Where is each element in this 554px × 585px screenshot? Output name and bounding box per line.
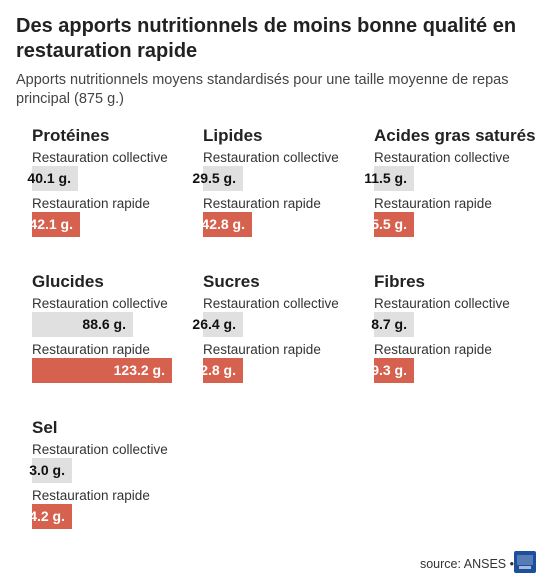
chart-panel: Glucides Restauration collective 88.6 g. Re…	[32, 272, 200, 392]
series-label: Restauration rapide	[203, 342, 321, 357]
bar-value-label: 40.1 g.	[27, 170, 71, 186]
series-label: Restauration collective	[32, 150, 168, 165]
series-label: Restauration rapide	[32, 488, 150, 503]
bar-value-label: 9.3 g.	[371, 362, 407, 378]
bar-value-label: 42.1 g.	[29, 216, 73, 232]
bar-collective: 8.7 g.	[371, 312, 414, 337]
bfm-logo-icon	[514, 551, 536, 573]
chart-panel: Protéines Restauration collective 40.1 g. R…	[27, 126, 200, 246]
series-label: Restauration collective	[32, 442, 168, 457]
bar-value-label: 26.4 g.	[192, 316, 236, 332]
panel-title: Glucides	[32, 272, 104, 291]
bar-rapide: 4.2 g.	[29, 504, 72, 529]
bar-rapide: 9.3 g.	[371, 358, 414, 383]
panel-title: Sucres	[203, 272, 260, 291]
bar-rapide: 15.5 g.	[363, 212, 414, 237]
bar-value-label: 29.5 g.	[192, 170, 236, 186]
bar-value-label: 15.5 g.	[363, 216, 407, 232]
series-label: Restauration rapide	[374, 342, 492, 357]
source-note: source: ANSES •	[419, 557, 514, 571]
bar-value-label: 123.2 g.	[113, 362, 165, 378]
bar-rapide: 42.1 g.	[29, 212, 80, 237]
chart-panel: Fibres Restauration collective 8.7 g. Resta…	[371, 272, 542, 392]
bar-collective: 40.1 g.	[27, 166, 78, 191]
bar-rapide: 123.2 g.	[32, 358, 172, 383]
bar-collective: 26.4 g.	[192, 312, 243, 337]
bar-collective: 3.0 g.	[29, 458, 72, 483]
chart-panel: Lipides Restauration collective 29.5 g. Res…	[192, 126, 371, 246]
series-label: Restauration collective	[374, 150, 510, 165]
bar-value-label: 8.7 g.	[371, 316, 407, 332]
series-label: Restauration collective	[203, 296, 339, 311]
panel-title: Acides gras saturés	[374, 126, 536, 145]
series-label: Restauration rapide	[32, 342, 150, 357]
bar-value-label: 11.5 g.	[364, 170, 407, 186]
chart-panel: Sucres Restauration collective 26.4 g. Rest…	[192, 272, 371, 392]
series-label: Restauration rapide	[32, 196, 150, 211]
chart-panel: Sel Restauration collective 3.0 g. Restaura…	[29, 418, 200, 538]
bar-collective: 29.5 g.	[192, 166, 243, 191]
panel-title: Lipides	[203, 126, 263, 145]
bar-value-label: 88.6 g.	[82, 316, 126, 332]
panel-title: Sel	[32, 418, 58, 437]
bar-value-label: 32.8 g.	[192, 362, 236, 378]
series-label: Restauration rapide	[374, 196, 492, 211]
bar-collective: 88.6 g.	[32, 312, 133, 337]
bar-value-label: 3.0 g.	[29, 462, 65, 478]
chart-title: Des apports nutritionnels de moins bonne…	[16, 15, 517, 62]
bar-rapide: 32.8 g.	[192, 358, 243, 383]
panel-title: Protéines	[32, 126, 110, 145]
chart-panel: Acides gras saturés Restauration collecti…	[363, 126, 542, 246]
chart-subtitle: Apports nutritionnels moyens standardisé…	[16, 72, 509, 107]
series-label: Restauration rapide	[203, 196, 321, 211]
series-label: Restauration collective	[203, 150, 339, 165]
panel-title: Fibres	[374, 272, 426, 291]
series-label: Restauration collective	[32, 296, 168, 311]
bar-collective: 11.5 g.	[364, 166, 414, 191]
bar-value-label: 42.8 g.	[201, 216, 245, 232]
series-label: Restauration collective	[374, 296, 510, 311]
bar-value-label: 4.2 g.	[29, 508, 65, 524]
bar-rapide: 42.8 g.	[201, 212, 252, 237]
